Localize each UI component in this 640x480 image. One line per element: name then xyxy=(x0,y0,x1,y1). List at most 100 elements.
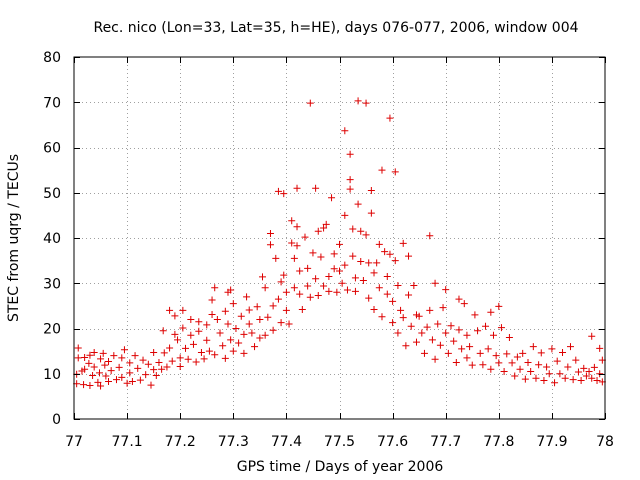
data-point xyxy=(330,265,338,273)
data-point xyxy=(325,272,333,280)
data-point xyxy=(343,286,351,294)
data-point xyxy=(147,381,155,389)
data-point xyxy=(458,345,466,353)
data-point xyxy=(399,239,407,247)
x-tick-label: 78 xyxy=(596,434,614,450)
data-point xyxy=(482,322,490,330)
data-point xyxy=(444,349,452,357)
data-point xyxy=(213,315,221,323)
data-point xyxy=(272,254,280,262)
data-point xyxy=(240,349,248,357)
data-point xyxy=(500,367,508,375)
data-point xyxy=(495,359,503,367)
data-point xyxy=(455,295,463,303)
data-point xyxy=(330,250,338,258)
data-point xyxy=(333,288,341,296)
data-point xyxy=(564,363,572,371)
data-point xyxy=(166,344,174,352)
data-point xyxy=(74,354,82,362)
data-point xyxy=(208,310,216,318)
data-point xyxy=(110,352,118,360)
data-point xyxy=(296,267,304,275)
data-point xyxy=(136,376,144,384)
data-point xyxy=(359,277,367,285)
data-point xyxy=(115,363,123,371)
y-tick-label: 30 xyxy=(43,276,61,292)
data-point xyxy=(280,271,288,279)
data-point xyxy=(86,351,94,359)
y-tick-label: 40 xyxy=(43,231,61,247)
y-tick-label: 60 xyxy=(43,141,61,157)
data-point xyxy=(253,303,261,311)
data-point xyxy=(431,355,439,363)
data-point xyxy=(418,329,426,337)
data-point xyxy=(80,381,88,389)
data-point xyxy=(105,358,113,366)
data-point xyxy=(192,358,200,366)
data-point xyxy=(296,290,304,298)
data-point xyxy=(434,320,442,328)
x-tick-label: 77.9 xyxy=(536,434,567,450)
data-point xyxy=(200,355,208,363)
data-point xyxy=(471,311,479,319)
data-point xyxy=(245,320,253,328)
data-point xyxy=(439,304,447,312)
data-point xyxy=(203,321,211,329)
data-point xyxy=(81,365,89,373)
data-point xyxy=(511,372,519,380)
data-point xyxy=(383,290,391,298)
data-point xyxy=(290,284,298,292)
data-point xyxy=(306,293,314,301)
data-point xyxy=(211,351,219,359)
data-point xyxy=(187,315,195,323)
data-point xyxy=(285,320,293,328)
data-point xyxy=(386,250,394,258)
data-point xyxy=(460,300,468,308)
data-point xyxy=(245,306,253,314)
x-tick-label: 77.6 xyxy=(377,434,408,450)
data-point xyxy=(521,375,529,383)
data-point xyxy=(574,368,582,376)
data-point xyxy=(99,349,107,357)
data-point xyxy=(423,323,431,331)
data-point xyxy=(187,331,195,339)
data-point xyxy=(373,259,381,267)
data-point xyxy=(365,259,373,267)
data-point xyxy=(174,336,182,344)
data-point xyxy=(314,291,322,299)
data-point xyxy=(545,370,553,378)
data-point xyxy=(479,361,487,369)
data-point xyxy=(282,288,290,296)
data-point xyxy=(150,348,158,356)
x-tick-label: 77.7 xyxy=(430,434,461,450)
data-point xyxy=(195,318,203,326)
x-tick-label: 77.1 xyxy=(112,434,143,450)
data-point xyxy=(171,312,179,320)
data-point xyxy=(288,239,296,247)
data-point xyxy=(561,374,569,382)
data-points xyxy=(73,97,606,390)
data-point xyxy=(346,176,354,184)
data-point xyxy=(208,296,216,304)
data-point xyxy=(97,355,105,363)
data-point xyxy=(420,349,428,357)
data-point xyxy=(399,314,407,322)
data-point xyxy=(463,331,471,339)
data-point xyxy=(553,357,561,365)
data-point xyxy=(227,286,235,294)
data-point xyxy=(219,342,227,350)
x-tick-label: 77 xyxy=(65,434,83,450)
data-point xyxy=(221,354,229,362)
data-point xyxy=(487,365,495,373)
data-point xyxy=(229,347,237,355)
data-point xyxy=(277,278,285,286)
data-point xyxy=(402,342,410,350)
data-point xyxy=(492,352,500,360)
data-point xyxy=(259,273,267,281)
data-point xyxy=(152,372,160,380)
data-point xyxy=(394,329,402,337)
data-point xyxy=(288,217,296,225)
data-point xyxy=(341,127,349,135)
y-tick-labels: 0 10 20 30 40 50 60 70 80 xyxy=(43,50,61,428)
data-point xyxy=(394,282,402,290)
